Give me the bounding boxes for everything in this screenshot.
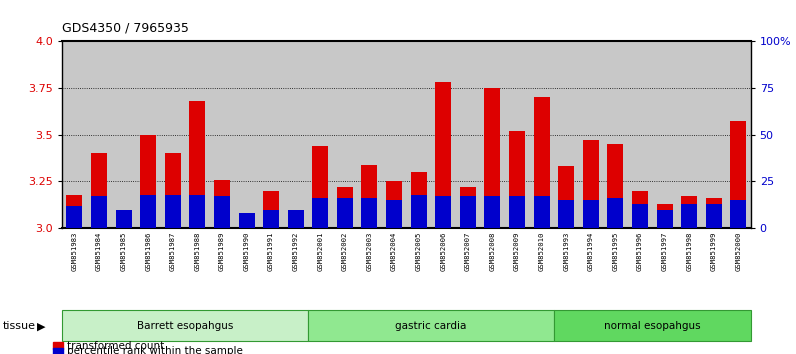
Text: GSM852006: GSM852006 [440,231,447,270]
Bar [558,166,574,228]
Bar [386,200,402,228]
Text: GSM851992: GSM851992 [293,231,298,270]
Bar [287,210,304,228]
Text: GSM852000: GSM852000 [736,231,741,270]
Bar [731,121,747,228]
Bar [337,187,353,228]
Bar [91,196,107,228]
Bar [312,198,328,228]
Bar [115,210,131,228]
Bar [558,200,574,228]
Text: Barrett esopahgus: Barrett esopahgus [137,320,233,331]
Text: GSM852010: GSM852010 [539,231,544,270]
Bar [66,206,82,228]
Bar [239,213,255,228]
Bar [287,210,304,228]
Bar [239,223,255,228]
Bar [657,204,673,228]
FancyBboxPatch shape [554,310,751,341]
Bar [681,204,697,228]
Bar [91,153,107,228]
Text: GSM852009: GSM852009 [514,231,520,270]
Text: GSM852004: GSM852004 [391,231,397,270]
Bar [607,144,623,228]
Bar [165,153,181,228]
Bar [607,198,623,228]
Bar [731,200,747,228]
Text: normal esopahgus: normal esopahgus [604,320,700,331]
Bar [706,198,722,228]
Bar [583,140,599,228]
Text: GSM852001: GSM852001 [318,231,323,270]
Bar [681,196,697,228]
FancyBboxPatch shape [62,310,308,341]
Bar [53,348,63,354]
Text: GDS4350 / 7965935: GDS4350 / 7965935 [62,21,189,34]
Bar [361,198,377,228]
Text: transformed count: transformed count [67,341,164,350]
Bar [435,82,451,228]
Text: GSM852007: GSM852007 [465,231,471,270]
Bar [214,179,230,228]
Text: GSM851997: GSM851997 [661,231,668,270]
Text: GSM851990: GSM851990 [244,231,249,270]
Text: GSM851994: GSM851994 [587,231,594,270]
Text: GSM851995: GSM851995 [612,231,618,270]
Bar [411,172,427,228]
Text: GSM851998: GSM851998 [686,231,693,270]
Bar [485,88,501,228]
Bar [263,191,279,228]
Text: GSM852003: GSM852003 [366,231,373,270]
Text: GSM852008: GSM852008 [490,231,495,270]
Bar [460,196,476,228]
Bar [386,182,402,228]
Text: GSM851987: GSM851987 [170,231,176,270]
Text: gastric cardia: gastric cardia [396,320,466,331]
Bar [189,101,205,228]
Text: GSM851993: GSM851993 [564,231,569,270]
Text: GSM851989: GSM851989 [219,231,225,270]
Bar [140,195,156,228]
Bar [140,135,156,228]
Bar [485,196,501,228]
Bar [53,342,63,349]
Text: GSM851986: GSM851986 [145,231,151,270]
Text: GSM851988: GSM851988 [194,231,201,270]
Text: GSM852002: GSM852002 [341,231,348,270]
Bar [632,204,648,228]
Bar [189,195,205,228]
Bar [509,131,525,228]
Bar [263,210,279,228]
Bar [533,196,549,228]
Bar [337,198,353,228]
Text: GSM851985: GSM851985 [120,231,127,270]
Text: GSM851984: GSM851984 [96,231,102,270]
Bar [435,196,451,228]
Text: tissue: tissue [3,320,36,331]
Text: GSM851999: GSM851999 [711,231,716,270]
Bar [361,165,377,228]
Text: GSM851983: GSM851983 [72,231,77,270]
Bar [706,204,722,228]
Bar [460,187,476,228]
Bar [214,196,230,228]
Bar [312,146,328,228]
Text: GSM852005: GSM852005 [416,231,422,270]
Text: GSM851991: GSM851991 [268,231,274,270]
Bar [533,97,549,228]
Bar [632,191,648,228]
Bar [165,195,181,228]
Text: percentile rank within the sample: percentile rank within the sample [67,346,243,354]
Text: ▶: ▶ [37,322,45,332]
Bar [657,210,673,228]
FancyBboxPatch shape [308,310,554,341]
Bar [583,200,599,228]
Bar [411,195,427,228]
Bar [66,195,82,228]
Bar [509,196,525,228]
Text: GSM851996: GSM851996 [637,231,643,270]
Bar [115,215,131,228]
